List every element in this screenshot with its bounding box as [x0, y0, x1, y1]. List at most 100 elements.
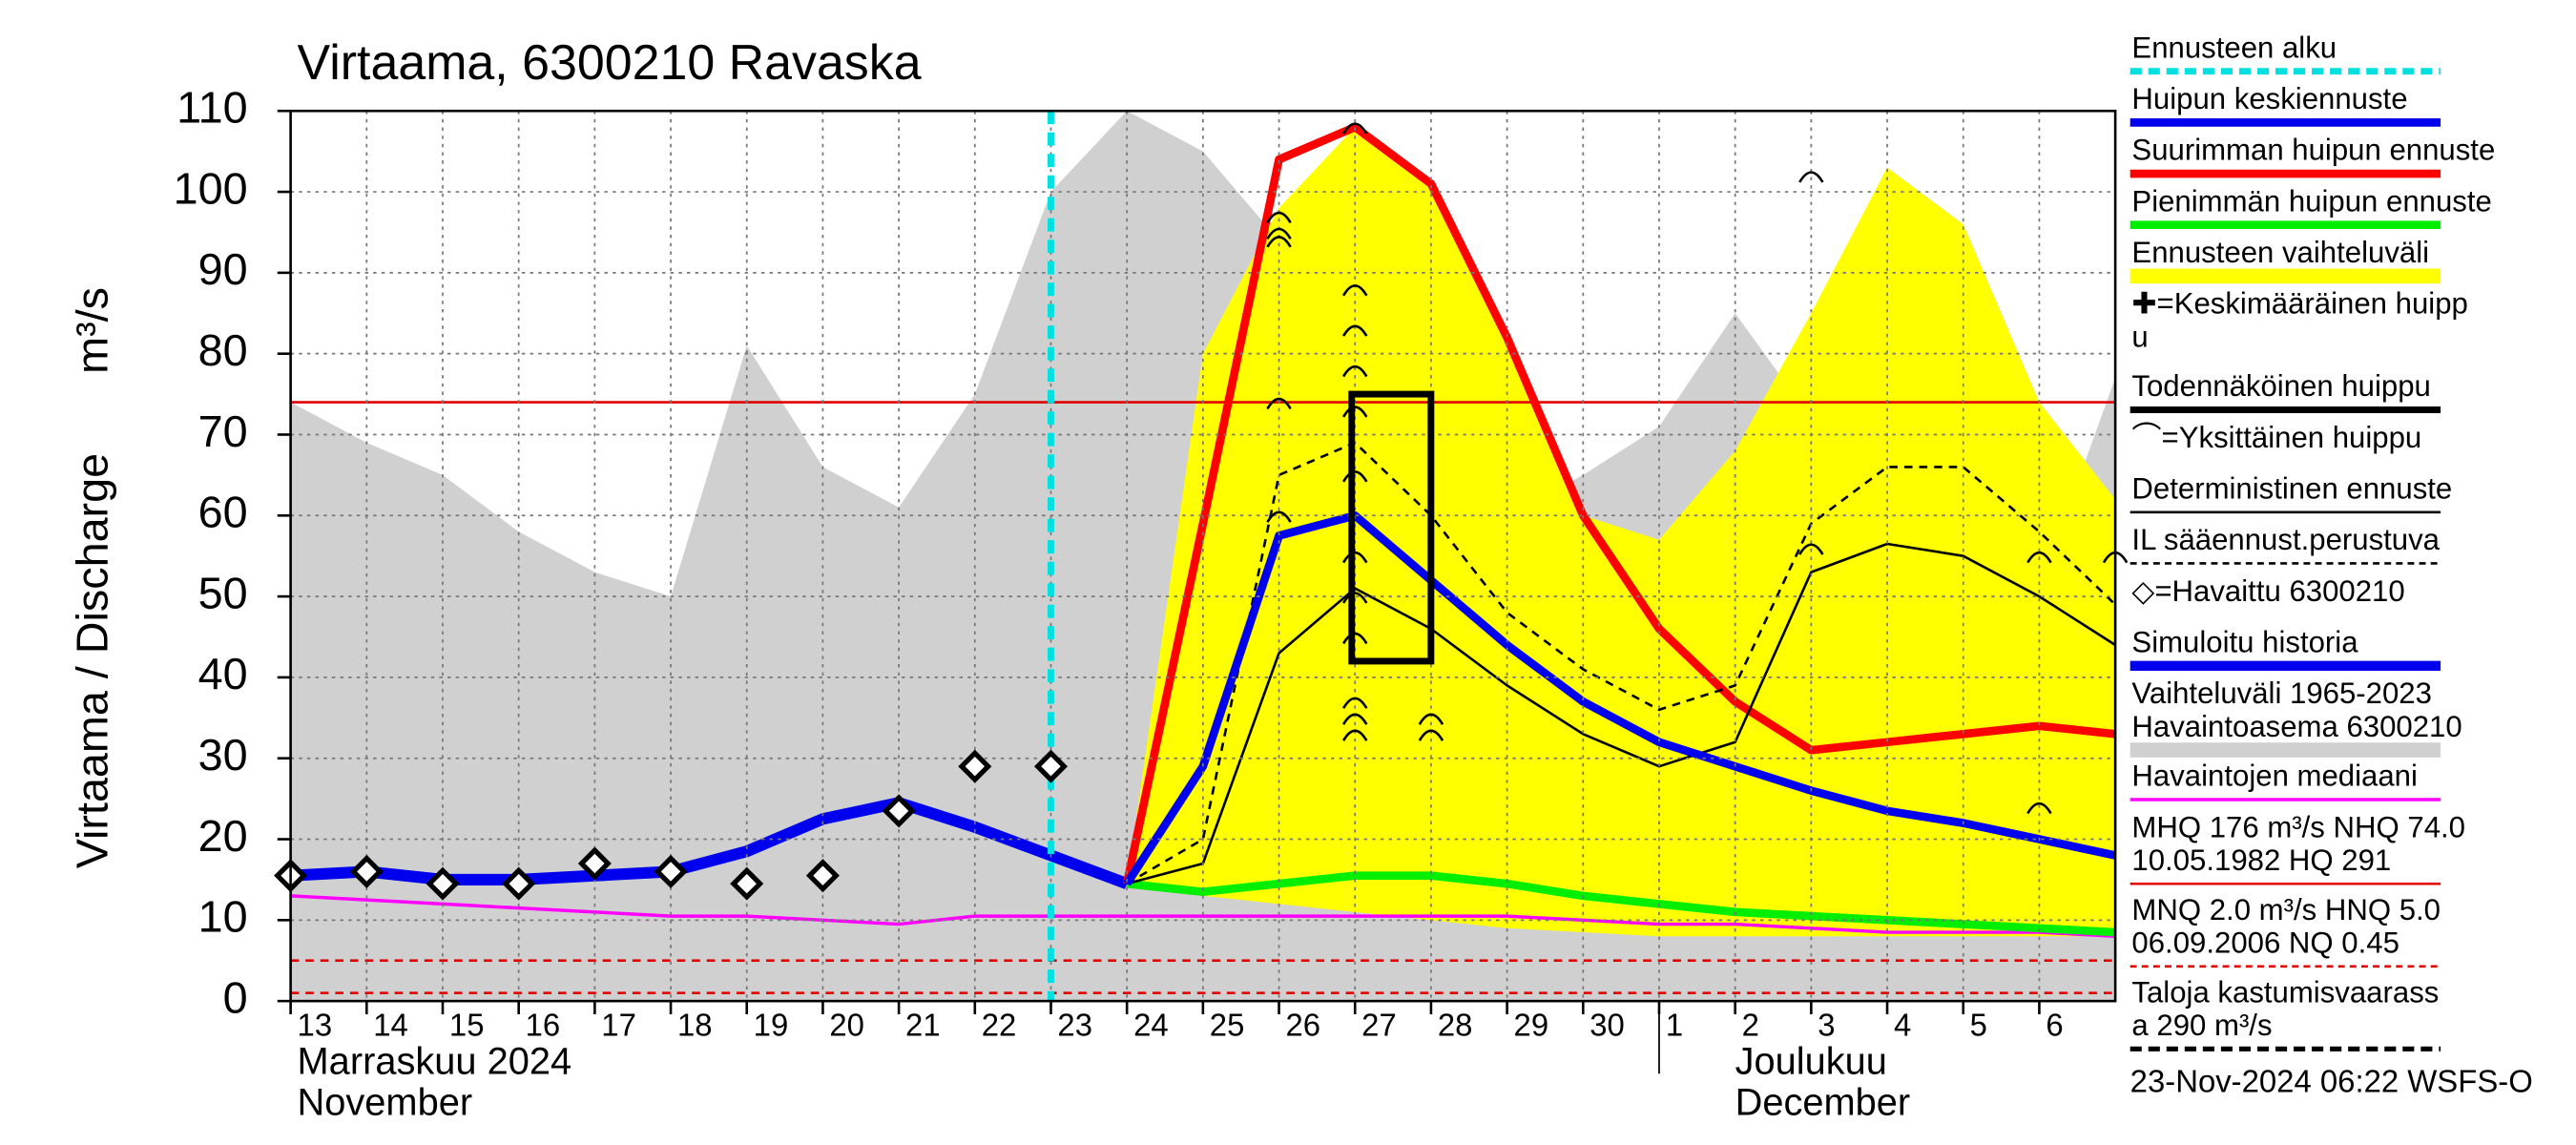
peak-marker: [1342, 713, 1368, 725]
footer: 23-Nov-2024 06:22 WSFS-O: [2130, 1063, 2533, 1098]
peak-marker: [1342, 364, 1368, 378]
observed-marker: [805, 859, 840, 893]
observed-marker: [958, 749, 992, 783]
legend-text: Ennusteen vaihteluväli: [2131, 236, 2429, 269]
x-tick-label: 20: [829, 1008, 864, 1043]
y-axis-unit: m³/s: [68, 287, 117, 374]
month-label: Marraskuu 2024: [298, 1040, 572, 1082]
x-tick-label: 17: [601, 1008, 636, 1043]
legend-text: Ennusteen alku: [2131, 31, 2337, 64]
line: [1122, 122, 2116, 885]
month-label: December: [1735, 1082, 1911, 1124]
legend-text: ◇=Havaittu 6300210: [2131, 574, 2404, 608]
legend-text: IL sääennust.perustuva: [2131, 523, 2440, 556]
peak-marker: [2026, 802, 2052, 815]
y-tick-label: 10: [198, 892, 248, 942]
y-tick-label: 60: [198, 488, 248, 537]
legend-text: MHQ 176 m³/s NHQ 74.0: [2131, 810, 2465, 843]
y-tick-label: 0: [223, 972, 248, 1022]
legend-text: u: [2131, 320, 2148, 353]
y-tick-label: 80: [198, 325, 248, 375]
peak-marker: [1342, 122, 1368, 135]
x-tick-label: 21: [905, 1008, 941, 1043]
x-tick-label: 16: [526, 1008, 561, 1043]
x-tick-label: 30: [1589, 1008, 1625, 1043]
peak-marker: [1418, 729, 1444, 741]
observed-marker: [654, 854, 688, 888]
x-tick-label: 5: [1970, 1008, 1987, 1043]
x-tick-label: 18: [677, 1008, 713, 1043]
x-tick-label: 25: [1210, 1008, 1245, 1043]
y-axis-label: Virtaama / Discharge: [68, 453, 117, 868]
month-label: Joulukuu: [1735, 1040, 1887, 1082]
probable-peak-box: [1348, 390, 1435, 665]
peak-marker: [1798, 543, 1824, 555]
x-tick-label: 2: [1742, 1008, 1759, 1043]
y-tick-label: 20: [198, 811, 248, 861]
peak-marker: [1418, 713, 1444, 725]
legend-text: Todennäköinen huippu: [2131, 369, 2430, 403]
x-tick-label: 29: [1514, 1008, 1549, 1043]
peak-marker: [1266, 211, 1292, 224]
chart-title: Virtaama, 6300210 Ravaska: [298, 35, 922, 91]
legend-text: Huipun keskiennuste: [2131, 82, 2407, 115]
observed-marker: [349, 854, 384, 888]
legend-text: ⌒=Yksittäinen huippu: [2131, 421, 2421, 454]
x-tick-label: 15: [449, 1008, 485, 1043]
x-tick-label: 22: [982, 1008, 1017, 1043]
legend-text: 06.09.2006 NQ 0.45: [2131, 926, 2399, 960]
y-tick-label: 110: [177, 83, 247, 133]
peak-marker: [1342, 551, 1368, 564]
peak-marker: [1266, 397, 1292, 410]
legend-text: Pienimmän huipun ennuste: [2131, 184, 2491, 218]
peak-marker: [1342, 324, 1368, 337]
observed-marker: [882, 794, 916, 828]
peak-marker: [1342, 729, 1368, 741]
plot-content: [290, 111, 2116, 1002]
x-tick-label: 6: [2046, 1008, 2063, 1043]
line: [1123, 510, 2116, 886]
x-tick-label: 23: [1057, 1008, 1092, 1043]
observed-marker: [1033, 749, 1069, 783]
legend-text: MNQ 2.0 m³/s HNQ 5.0: [2131, 893, 2441, 926]
legend-text: ✚=Keskimääräinen huipp: [2131, 287, 2467, 321]
peak-marker: [1342, 592, 1368, 604]
observed-marker: [426, 866, 460, 901]
peak-marker: [1266, 236, 1292, 248]
peak-marker: [1342, 632, 1368, 645]
line: [1126, 871, 2116, 937]
y-tick-label: 100: [174, 163, 248, 213]
peak-marker: [1342, 406, 1368, 418]
line: [1126, 441, 2116, 885]
x-tick-label: 19: [754, 1008, 789, 1043]
legend-text: a 290 m³/s: [2131, 1009, 2272, 1042]
peak-marker: [2026, 551, 2052, 564]
peak-marker: [1266, 227, 1292, 240]
x-tick-label: 28: [1438, 1008, 1473, 1043]
plot-frame: [289, 109, 2117, 1003]
legend-text: Havaintojen mediaani: [2131, 760, 2418, 793]
observed-marker: [577, 846, 612, 881]
x-tick-label: 4: [1894, 1008, 1911, 1043]
area: [1127, 127, 2116, 937]
peak-marker: [1266, 510, 1292, 523]
x-tick-label: 26: [1285, 1008, 1320, 1043]
y-tick-label: 90: [198, 244, 248, 294]
legend-text: 10.05.1982 HQ 291: [2131, 843, 2391, 877]
x-tick-label: 24: [1133, 1008, 1169, 1043]
legend-text: Vaihteluväli 1965-2023: [2131, 677, 2432, 710]
x-tick-label: 3: [1818, 1008, 1835, 1043]
legend-text: Simuloitu historia: [2131, 626, 2358, 659]
observed-marker: [730, 866, 764, 901]
x-tick-label: 13: [298, 1008, 333, 1043]
x-tick-label: 1: [1666, 1008, 1683, 1043]
legend-text: Taloja kastumisvaarass: [2131, 975, 2439, 1009]
peak-marker: [1798, 171, 1824, 183]
peak-marker: [1342, 697, 1368, 709]
x-tick-label: 27: [1361, 1008, 1397, 1043]
observed-marker: [502, 866, 536, 901]
legend-text: Havaintoasema 6300210: [2131, 710, 2462, 743]
line: [290, 797, 1130, 889]
